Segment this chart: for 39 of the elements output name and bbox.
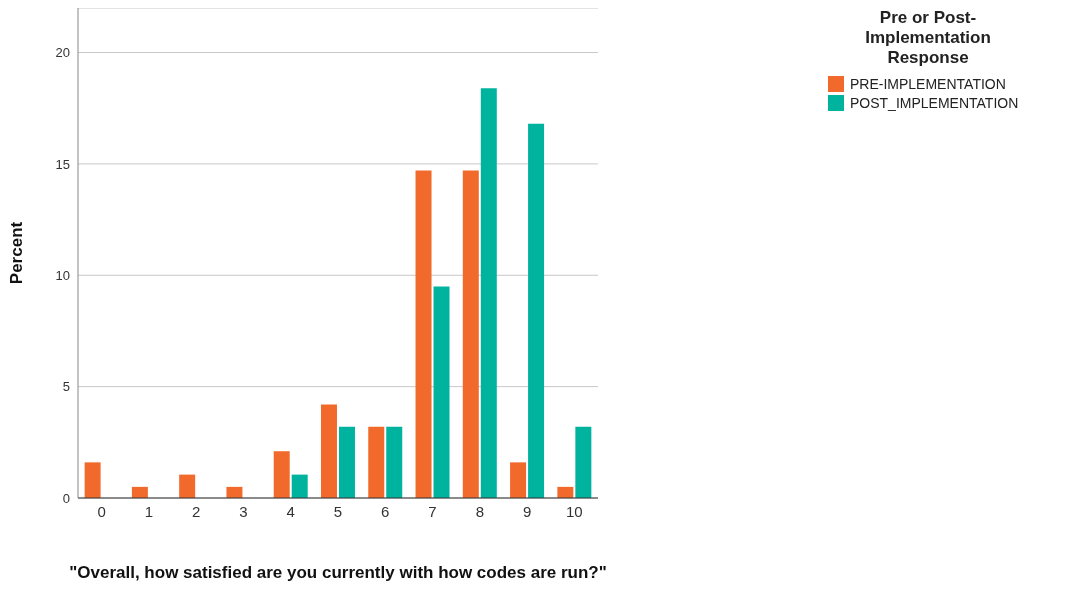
bar: [386, 426, 403, 498]
bar: [226, 486, 243, 498]
bar: [320, 404, 337, 498]
x-tick-label: 2: [192, 502, 201, 520]
x-tick-label: 8: [475, 502, 484, 520]
bar: [557, 486, 574, 498]
bar: [368, 426, 385, 498]
bar: [291, 474, 308, 498]
bar: [131, 486, 148, 498]
bar: [84, 462, 101, 498]
x-tick-label: 10: [566, 502, 583, 520]
bar: [480, 88, 497, 498]
bar: [462, 170, 479, 498]
legend-label: POST_IMPLEMENTATION: [850, 94, 1019, 111]
bar: [273, 451, 290, 498]
legend-title: Pre or Post-Implementation Response: [864, 8, 992, 68]
y-tick-label: 20: [55, 45, 70, 61]
bar: [433, 286, 450, 498]
x-tick-label: 7: [428, 502, 437, 520]
y-tick-label: 5: [62, 379, 70, 395]
y-axis-title: Percent: [7, 221, 27, 285]
bar: [575, 426, 592, 498]
x-tick-label: 1: [144, 502, 154, 520]
bar: [179, 474, 196, 498]
x-tick-label: 5: [333, 502, 343, 520]
legend-label: PRE-IMPLEMENTATION: [850, 75, 1006, 92]
bar: [528, 123, 545, 498]
x-tick-label: 4: [286, 502, 295, 520]
bar: [338, 426, 355, 498]
bar: [415, 170, 432, 498]
y-tick-label: 15: [55, 156, 70, 172]
y-tick-label: 10: [55, 267, 70, 283]
x-tick-label: 3: [239, 502, 248, 520]
x-axis-title: "Overall, how satisfied are you currently with how codes are run?": [69, 563, 607, 582]
x-tick-label: 0: [97, 502, 106, 520]
x-tick-label: 6: [381, 502, 390, 520]
x-tick-label: 9: [522, 502, 532, 520]
bar: [510, 462, 527, 498]
y-tick-label: 0: [62, 490, 70, 506]
